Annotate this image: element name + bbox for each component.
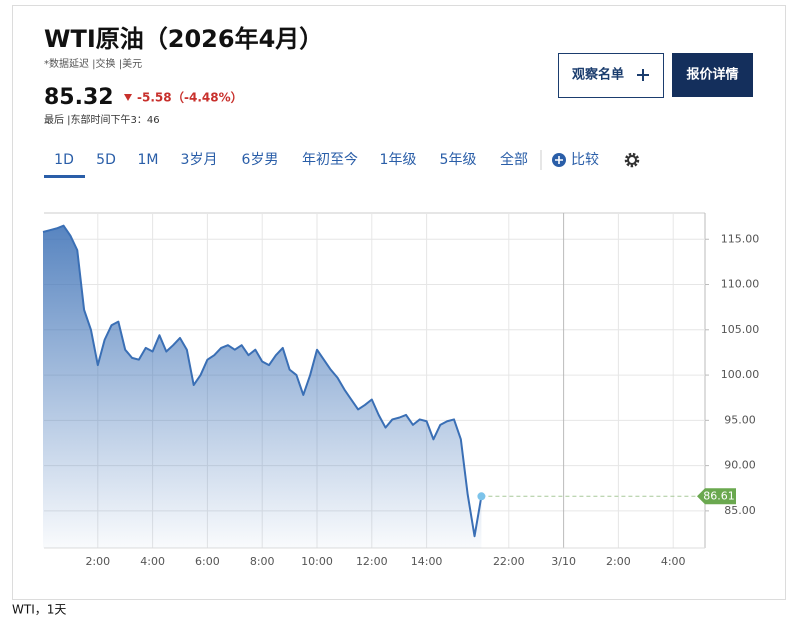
details-button[interactable]: 报价详情 (672, 53, 753, 97)
area (43, 225, 482, 549)
line (42, 224, 483, 538)
tab[interactable]: 1M (138, 152, 159, 168)
x-tick-label: 8:00 (250, 555, 275, 568)
x-tick-label: 3/10 (551, 555, 576, 568)
y-tick-label: 85.00 (724, 504, 756, 517)
last-value-label: 86.61 (703, 489, 735, 502)
tab[interactable]: 1D (54, 152, 74, 168)
compare-plus (555, 156, 563, 164)
tab[interactable]: 年初至今 (302, 151, 358, 168)
footer: WTI，1天 (12, 603, 66, 617)
tab[interactable]: 全部 (500, 151, 528, 168)
gear-teeth (624, 152, 640, 168)
y-tick-label: 110.00 (721, 278, 760, 291)
x-tick-label: 10:00 (301, 555, 333, 568)
plus-icon (637, 69, 649, 81)
x-tick-label: 4:00 (140, 555, 165, 568)
subtitle: *数据延迟 |交换 |美元 (44, 57, 142, 70)
x-tick-label: 2:00 (606, 555, 631, 568)
price: 85.32 (44, 85, 114, 110)
x-tick-label: 6:00 (195, 555, 220, 568)
y-tick-label: 90.00 (724, 459, 756, 472)
tab-underline (44, 175, 85, 178)
x-tick-label: 22:00 (493, 555, 525, 568)
y-tick-label: 100.00 (721, 368, 760, 381)
card (12, 5, 786, 600)
button-label: 观察名单 (572, 67, 624, 83)
compare-button[interactable]: 比较 (552, 152, 599, 168)
x-tick-label: 12:00 (356, 555, 388, 568)
tab[interactable]: 5D (96, 152, 116, 168)
y-tick-label: 95.00 (724, 413, 756, 426)
button-label: 报价详情 (686, 67, 738, 83)
y-tick-label: 115.00 (721, 232, 760, 245)
tab[interactable]: 5年级 (440, 152, 477, 168)
tab[interactable]: 6岁男 (242, 152, 279, 168)
button-box (672, 53, 753, 97)
last-point (477, 492, 486, 501)
settings-button[interactable] (624, 152, 640, 168)
title: WTI原油（2026年4月） (44, 25, 323, 53)
watchlist-button[interactable]: 观察名单 (558, 53, 664, 98)
change-pct: （-4.48%） (172, 90, 243, 105)
tabs: 1D 5D 1M 3岁月 6岁男 年初至今 1年级 5年级 全部 (44, 151, 528, 178)
chart: 85.00 90.00 95.00 100.00 105.00 110.00 115.00 2… (42, 212, 760, 568)
y-tick-label: 105.00 (721, 323, 760, 336)
compare-label: 比较 (571, 152, 599, 168)
last-value-tag (697, 488, 736, 505)
x-tick-label: 14:00 (411, 555, 443, 568)
change: -5.58 (137, 91, 172, 105)
tab[interactable]: 3岁月 (181, 152, 218, 168)
gear-icon (627, 155, 637, 165)
down-arrow (124, 94, 132, 101)
tab[interactable]: 1年级 (380, 152, 417, 168)
x-tick-label: 4:00 (661, 555, 686, 568)
x-tick-label: 2:00 (85, 555, 110, 568)
last-update: 最后 |东部时间下午3：46 (44, 113, 160, 126)
